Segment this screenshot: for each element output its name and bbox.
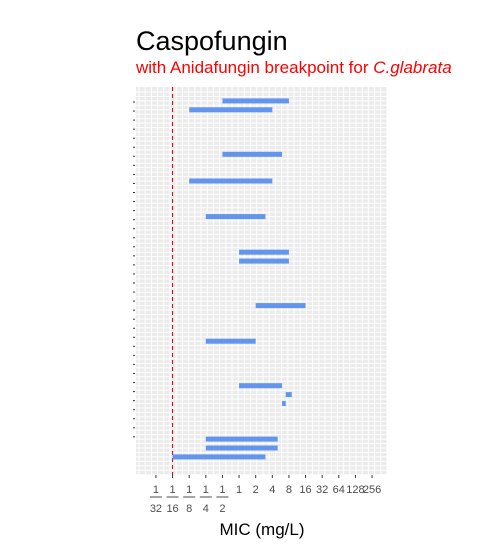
x-tick-label: 1 xyxy=(236,484,242,496)
x-tick-denominator: 32 xyxy=(150,503,162,515)
mic-range-bar xyxy=(189,178,273,184)
subtitle-text: with Anidafungin breakpoint for xyxy=(136,58,374,77)
mic-range-bar xyxy=(255,303,306,309)
x-tick-numerator: 1 xyxy=(186,484,192,496)
mic-range-bar xyxy=(222,98,289,104)
mic-range-bar xyxy=(222,151,283,157)
chart-subtitle: with Anidafungin breakpoint for C.glabra… xyxy=(136,58,452,78)
x-tick-numerator: 1 xyxy=(170,484,176,496)
x-tick-denominator: 2 xyxy=(219,503,225,515)
x-tick-label: 32 xyxy=(316,484,328,496)
mic-range-bar xyxy=(205,214,266,220)
x-tick-label: 256 xyxy=(363,484,381,496)
x-tick-label: 2 xyxy=(253,484,259,496)
mic-range-bar xyxy=(205,338,256,344)
x-tick-denominator: 8 xyxy=(186,503,192,515)
x-tick-label: 64 xyxy=(333,484,345,496)
x-tick-denominator: 16 xyxy=(166,503,178,515)
mic-range-bar xyxy=(172,454,266,460)
x-tick-label: 8 xyxy=(286,484,292,496)
mic-range-bar xyxy=(205,436,278,442)
x-tick-label: 4 xyxy=(269,484,275,496)
mic-range-bar xyxy=(239,383,283,389)
x-tick-label: 128 xyxy=(346,484,364,496)
x-tick-numerator: 1 xyxy=(219,484,225,496)
x-tick-numerator: 1 xyxy=(153,484,159,496)
plot-panel xyxy=(136,87,387,475)
mic-range-bar xyxy=(239,258,289,264)
x-tick-numerator: 1 xyxy=(203,484,209,496)
x-tick-label: 16 xyxy=(299,484,311,496)
subtitle-species: C.glabrata xyxy=(373,58,452,77)
mic-range-bar xyxy=(282,401,286,406)
chart-title: Caspofungin xyxy=(136,26,288,56)
x-axis-title: MIC (mg/L) xyxy=(220,520,305,539)
mic-range-bar xyxy=(285,392,292,398)
mic-range-bar xyxy=(189,107,273,113)
mic-range-bar xyxy=(239,249,289,255)
mic-range-bar xyxy=(205,445,278,451)
x-tick-denominator: 4 xyxy=(203,503,209,515)
